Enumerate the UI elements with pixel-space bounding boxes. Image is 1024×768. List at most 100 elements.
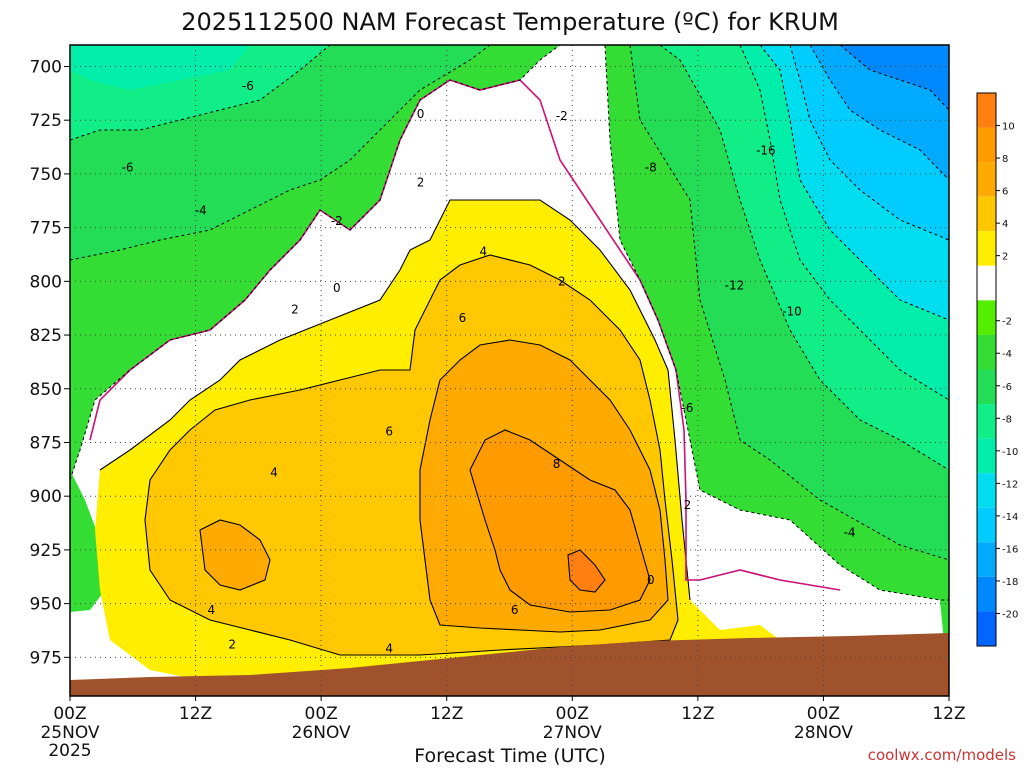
contour-m4-right <box>629 45 949 561</box>
band-cold-green-left <box>70 470 105 612</box>
contour-m8 <box>739 45 949 401</box>
contour-label: -4 <box>844 526 856 540</box>
contour-m2 <box>70 45 561 481</box>
y-tick-label: 825 <box>30 326 62 346</box>
contour-label: -10 <box>782 304 802 318</box>
band-deepblue <box>840 45 949 110</box>
contour-label: 2 <box>558 274 566 288</box>
x-tick-label: 12Z <box>681 704 714 724</box>
x-tick-label: 00Z <box>53 704 86 724</box>
x-tick-label: 12Z <box>430 704 463 724</box>
x-tick-label: 00Z <box>807 704 840 724</box>
contour-label: 0 <box>417 107 425 121</box>
contour-label: 2 <box>417 176 425 190</box>
colorbar: 10 8 6 4 2 -2 -4 -6 -8 -10 -12 -14 -16 -18 -20 <box>976 92 1018 647</box>
contour-label: -12 <box>725 279 745 293</box>
colorbar-label: -18 <box>1002 577 1018 588</box>
contours-negative <box>70 45 949 601</box>
x-tick-date: 28NOV <box>794 723 853 743</box>
contour-label: -2 <box>331 214 343 228</box>
colorbar-label: 10 <box>1002 122 1015 133</box>
colorbar-swatch <box>977 127 996 163</box>
y-tick-label: 700 <box>30 57 62 77</box>
y-tick-label: 725 <box>30 111 62 131</box>
contour-label: 2 <box>228 637 236 651</box>
colorbar-label: -8 <box>1002 414 1012 425</box>
contour-labels: -6 -6 -4 0 -2 -2 2 0 2 4 2 6 6 4 8 4 2 6 4 0 -8 -12 -10 -16 -6 2 -… <box>122 79 856 656</box>
contour-label: -6 <box>681 401 693 415</box>
y-tick-label: 775 <box>30 219 62 239</box>
colorbar-label: -20 <box>1002 609 1018 620</box>
band-teal-top <box>70 45 250 90</box>
band-peak <box>568 550 605 592</box>
contour-m14 <box>809 45 949 181</box>
contour-10 <box>567 549 606 593</box>
contour-label: -6 <box>122 160 134 174</box>
surface-ground <box>70 633 949 696</box>
contour-label: 4 <box>480 244 488 258</box>
colorbar-swatch <box>977 162 996 197</box>
x-tick-date: 26NOV <box>292 723 351 743</box>
contour-label: 4 <box>385 642 393 656</box>
contour-6-small <box>199 519 271 591</box>
colorbar-label: -12 <box>1002 479 1018 490</box>
colorbar-swatch <box>977 265 996 301</box>
y-tick-label: 925 <box>30 541 62 561</box>
contour-2 <box>99 199 691 601</box>
colorbar-swatch <box>977 93 996 128</box>
band-aqua <box>70 45 949 470</box>
colorbar-label: 2 <box>1002 252 1008 263</box>
colorbar-label: 8 <box>1002 154 1008 165</box>
contour-label: -8 <box>645 160 657 174</box>
contour-label: 4 <box>207 603 215 617</box>
colorbar-swatch <box>977 369 996 405</box>
colorbar-label: -16 <box>1002 544 1018 555</box>
chart-title: 2025112500 NAM Forecast Temperature (ºC)… <box>181 8 839 36</box>
colorbar-swatch <box>977 300 996 335</box>
credit-text: coolwx.com/models <box>868 746 1016 764</box>
contour-label: 0 <box>333 281 341 295</box>
band-orange <box>200 520 270 590</box>
contour-8 <box>469 429 651 613</box>
contour-m2-right <box>604 45 949 601</box>
contour-label: 6 <box>385 425 393 439</box>
y-tick-label: 850 <box>30 380 62 400</box>
y-tick-label: 750 <box>30 165 62 185</box>
contour-m16 <box>839 45 949 111</box>
contour-label: -2 <box>556 109 568 123</box>
y-tick-label: 875 <box>30 433 62 453</box>
contour-label: 6 <box>511 603 519 617</box>
plot-frame <box>69 44 950 697</box>
x-axis-title: Forecast Time (UTC) <box>414 745 605 767</box>
contour-label: -4 <box>195 203 207 217</box>
y-tick-label: 975 <box>30 648 62 668</box>
colorbar-label: -14 <box>1002 512 1018 523</box>
y-tick-label: 800 <box>30 272 62 292</box>
y-axis: 700 725 750 775 800 825 850 875 900 925 950 975 <box>30 57 70 668</box>
contour-m4 <box>70 45 491 261</box>
colorbar-label: 4 <box>1002 219 1008 230</box>
contour-label: 0 <box>647 573 655 587</box>
colorbar-swatch <box>977 404 996 439</box>
x-tick-label: 12Z <box>932 704 965 724</box>
contour-label: 2 <box>684 498 692 512</box>
x-tick-date: 27NOV <box>543 723 602 743</box>
contour-label: -16 <box>756 143 776 157</box>
colorbar-label: -6 <box>1002 382 1012 393</box>
contours <box>99 199 691 656</box>
contour-label: 8 <box>553 457 561 471</box>
contour-m6 <box>70 45 331 141</box>
contour-label: 6 <box>459 311 467 325</box>
plot-area: -6 -6 -4 0 -2 -2 2 0 2 4 2 6 6 4 8 4 2 6 4 0 -8 -12 -10 -16 -6 2 -… <box>70 45 949 696</box>
colorbar-label: -4 <box>1002 349 1012 360</box>
band-orange-dark <box>470 430 650 612</box>
colorbar-swatch <box>977 231 996 266</box>
grid <box>70 45 949 696</box>
x-tick-date: 25NOV <box>40 723 99 743</box>
band-green-dark <box>70 45 949 560</box>
contour-4 <box>144 254 679 656</box>
contour-6 <box>419 339 669 633</box>
colorbar-label: -2 <box>1002 317 1012 328</box>
